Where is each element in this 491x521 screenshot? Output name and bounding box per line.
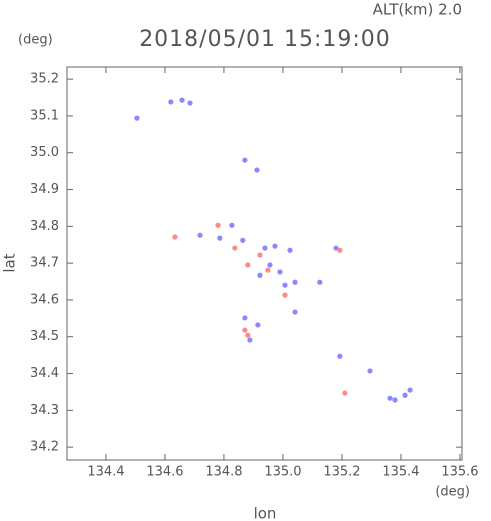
plot-frame xyxy=(66,66,463,461)
echo-point xyxy=(402,392,408,398)
echo-point xyxy=(257,272,263,278)
altitude-label: ALT(km) 2.0 xyxy=(373,1,462,19)
x-tick-label: 135.2 xyxy=(323,465,360,480)
echo-point xyxy=(333,245,339,251)
x-tick-label: 134.8 xyxy=(205,465,242,480)
y-tick-label: 34.7 xyxy=(30,256,59,271)
echo-point xyxy=(257,252,263,258)
echo-point xyxy=(262,245,268,251)
echo-point xyxy=(272,243,278,249)
echo-point xyxy=(337,247,343,253)
echo-point xyxy=(254,167,260,173)
y-tick-label: 34.4 xyxy=(30,366,59,381)
y-tick-label: 34.3 xyxy=(30,403,59,418)
x-tick-label: 134.6 xyxy=(146,465,183,480)
y-tick-label: 34.9 xyxy=(30,182,59,197)
echo-point xyxy=(229,222,235,228)
echo-point xyxy=(242,327,248,333)
echo-point xyxy=(367,368,373,374)
echo-point xyxy=(217,235,223,241)
echo-point xyxy=(187,100,193,106)
echo-point xyxy=(282,282,288,288)
echo-point xyxy=(134,115,140,121)
x-unit: (deg) xyxy=(435,485,470,500)
echo-point xyxy=(407,387,413,393)
echo-point xyxy=(392,397,398,403)
x-axis-title: lon xyxy=(254,505,277,521)
x-tick-label: 135.0 xyxy=(264,465,301,480)
echo-point xyxy=(215,222,221,228)
echo-point xyxy=(240,237,246,243)
echo-point xyxy=(277,269,283,275)
y-tick-label: 35.1 xyxy=(30,108,59,123)
echo-point xyxy=(245,332,251,338)
echo-point xyxy=(265,267,271,273)
echo-point xyxy=(247,337,253,343)
echo-point xyxy=(232,245,238,251)
y-tick-label: 34.6 xyxy=(30,292,59,307)
echo-point xyxy=(172,234,178,240)
y-tick-label: 34.5 xyxy=(30,329,59,344)
echo-point xyxy=(242,157,248,163)
echo-point xyxy=(292,279,298,285)
echo-point xyxy=(242,315,248,321)
chart-title: 2018/05/01 15:19:00 xyxy=(139,27,391,52)
y-tick-label: 34.8 xyxy=(30,219,59,234)
echo-point xyxy=(179,97,185,103)
echo-point xyxy=(317,279,323,285)
echo-point xyxy=(282,292,288,298)
echo-point xyxy=(287,247,293,253)
x-tick-label: 135.6 xyxy=(441,465,478,480)
echo-point xyxy=(255,322,261,328)
echo-point xyxy=(337,353,343,359)
echo-point xyxy=(292,309,298,315)
echo-point xyxy=(245,262,251,268)
y-tick-label: 35.2 xyxy=(30,72,59,87)
x-tick-label: 134.4 xyxy=(87,465,124,480)
echo-point xyxy=(197,232,203,238)
y-axis-title: lat xyxy=(1,253,19,272)
y-tick-label: 35.0 xyxy=(30,145,59,160)
y-tick-label: 34.2 xyxy=(30,440,59,455)
y-unit: (deg) xyxy=(18,33,53,48)
x-tick-label: 135.4 xyxy=(382,465,419,480)
echo-point xyxy=(342,390,348,396)
echo-point xyxy=(168,99,174,105)
echo-point xyxy=(267,262,273,268)
echo-point xyxy=(387,395,393,401)
